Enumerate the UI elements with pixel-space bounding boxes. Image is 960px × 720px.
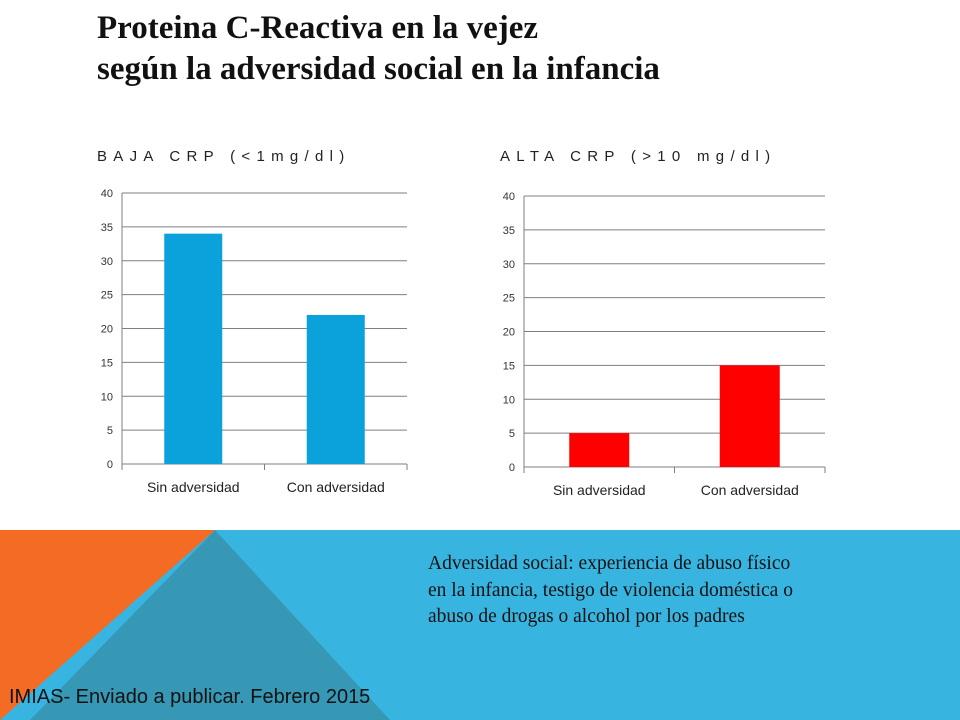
- note-line-1: Adversidad social: experiencia de abuso …: [428, 553, 791, 574]
- slide-title-line-1: Proteina C-Reactiva en la vejez: [97, 10, 539, 46]
- high-crp-y-tick-label: 35: [503, 225, 515, 237]
- chart-heading-high-crp: ALTA CRP (>10 mg/dl): [500, 148, 777, 165]
- low-crp-y-tick-label: 30: [101, 256, 113, 268]
- high-crp-y-tick-label: 40: [503, 191, 515, 203]
- source-citation: IMIAS- Enviado a publicar. Febrero 2015: [9, 686, 371, 708]
- high-crp-y-tick-label: 10: [503, 394, 515, 406]
- low-crp-y-tick-label: 0: [107, 459, 113, 471]
- high-crp-category-label: Sin adversidad: [553, 482, 646, 498]
- slide-title: Proteina C-Reactiva en la vejez según la…: [97, 8, 917, 90]
- high-crp-y-tick-label: 5: [509, 428, 515, 440]
- footer-shapes: [0, 530, 390, 720]
- high-crp-category-label: Con adversidad: [701, 482, 799, 498]
- note-line-2: en la infancia, testigo de violencia dom…: [428, 579, 793, 601]
- high-crp-y-tick-label: 30: [503, 259, 515, 271]
- orange-triangle: [0, 530, 215, 720]
- low-crp-y-tick-label: 35: [101, 222, 113, 234]
- high-crp-y-tick-label: 20: [503, 327, 515, 339]
- high-crp-y-tick-label: 25: [503, 293, 515, 305]
- high-crp-bar-con-adversidad: [719, 365, 780, 467]
- chart-heading-low-crp: BAJA CRP (<1mg/dl): [97, 148, 351, 165]
- high-crp-y-tick-label: 15: [503, 360, 515, 372]
- teal-triangle: [30, 530, 390, 720]
- slide-title-line-2: según la adversidad social en la infanci…: [97, 51, 660, 87]
- high-crp-y-tick-label: 0: [509, 462, 515, 474]
- low-crp-y-tick-label: 10: [101, 391, 113, 403]
- definition-note: Adversidad social: experiencia de abuso …: [428, 551, 898, 631]
- low-crp-y-tick-label: 5: [107, 425, 113, 437]
- footer-decoration: [0, 530, 960, 720]
- low-crp-bar-sin-adversidad: [164, 233, 223, 464]
- low-crp-category-label: Sin adversidad: [147, 479, 240, 495]
- bar-chart-low-crp: 0 5 10 15 20 25 30 35 40 Sin adversidad Con advers…: [101, 188, 408, 495]
- note-line-3: abuso de drogas o alcohol por los padres: [428, 606, 745, 627]
- high-crp-bar-sin-adversidad: [569, 433, 630, 467]
- low-crp-y-tick-label: 25: [101, 290, 113, 302]
- low-crp-y-tick-label: 20: [101, 324, 113, 336]
- low-crp-y-tick-label: 15: [101, 357, 113, 369]
- low-crp-bar-con-adversidad: [306, 314, 365, 464]
- low-crp-category-label: Con adversidad: [287, 479, 385, 495]
- low-crp-y-tick-label: 40: [101, 188, 113, 200]
- bar-chart-high-crp: 0 5 10 15 20 25 30 35 40 Sin adversidad Con advers…: [503, 191, 826, 498]
